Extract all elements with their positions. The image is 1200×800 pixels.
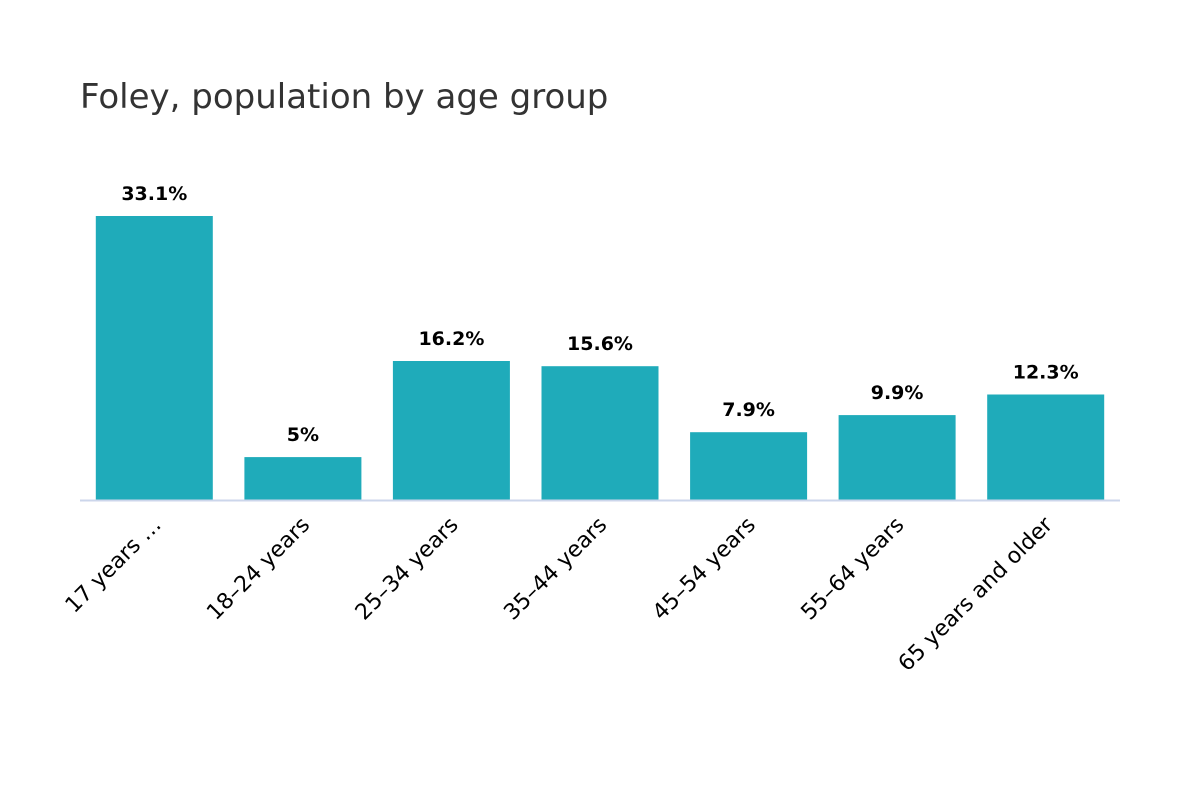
bar-2: [392, 361, 510, 500]
data-label-1: 5%: [287, 424, 319, 446]
data-label-6: 12.3%: [1013, 362, 1079, 384]
bar-4: [690, 432, 808, 500]
x-tick-label-2: 25–34 years: [351, 513, 464, 626]
data-label-4: 7.9%: [722, 399, 775, 421]
x-tick-label-3: 35–44 years: [499, 513, 612, 626]
bar-1: [244, 457, 362, 500]
x-tick-label-4: 45–54 years: [648, 513, 761, 626]
x-tick-label-1: 18–24 years: [202, 513, 315, 626]
data-label-0: 33.1%: [121, 183, 187, 205]
bar-5: [838, 415, 956, 500]
data-label-3: 15.6%: [567, 333, 633, 355]
data-label-2: 16.2%: [418, 328, 484, 350]
chart-title: Foley, population by age group: [80, 77, 608, 117]
x-tick-label-5: 55–64 years: [797, 513, 910, 626]
bar-0: [95, 216, 213, 500]
bar-3: [541, 366, 659, 500]
x-tick-label-0: 17 years …: [61, 513, 167, 619]
data-label-5: 9.9%: [871, 382, 924, 404]
plot-area: 33.1% 17 years … 5% 18–24 years 16.2% 25–34 y…: [61, 183, 1120, 677]
bar-6: [987, 394, 1105, 500]
x-tick-label-6: 65 years and older: [894, 512, 1059, 677]
